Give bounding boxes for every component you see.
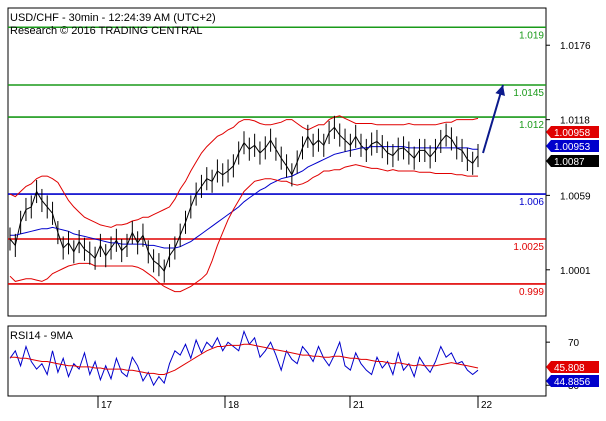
bollinger-upper-line <box>9 115 479 228</box>
y-tick-label: 1.0118 <box>560 116 590 127</box>
level-label: 0.999 <box>519 287 544 298</box>
x-tick-label: 21 <box>353 400 365 411</box>
rsi-tag-label: 44.8856 <box>554 377 591 388</box>
rsi-tag-label: 45.808 <box>554 363 585 374</box>
rsi-title: RSI14 - 9MA <box>10 330 74 342</box>
x-tick-label: 22 <box>481 400 493 411</box>
rsi-panel <box>7 325 547 397</box>
projection-arrow <box>482 84 504 154</box>
rsi-tick-label: 70 <box>568 338 580 349</box>
level-label: 1.0025 <box>513 242 544 253</box>
bollinger-lower-line <box>9 164 478 293</box>
price-tag-box <box>546 140 599 152</box>
moving-average-line <box>10 146 478 249</box>
level-label: 1.012 <box>519 120 544 131</box>
rsi-series-group <box>9 329 479 387</box>
projection-arrow-group <box>482 84 505 154</box>
rsi-ma-line <box>10 343 479 375</box>
chart-header-line1: USD/CHF - 30min - 12:24:39 AM (UTC+2) <box>10 12 216 24</box>
price-tags: 1.00958 1.00953 1.0087 45.808 44.8856 <box>546 126 599 388</box>
level-label: 1.0145 <box>513 88 544 99</box>
price-tag-label: 1.0087 <box>554 157 585 168</box>
y-tick-label: 1.0001 <box>560 266 591 277</box>
price-tag-box <box>546 155 599 167</box>
price-tag-label: 1.00953 <box>554 142 591 153</box>
x-axis-ticks: 17 18 21 22 <box>97 396 493 411</box>
price-panel <box>7 7 547 317</box>
price-series-group <box>9 115 479 293</box>
x-tick-label: 17 <box>101 400 113 411</box>
level-label: 1.019 <box>519 30 544 41</box>
price-tag-box <box>546 126 599 138</box>
price-tag-label: 1.00958 <box>554 128 591 139</box>
rsi-tag-box <box>546 361 599 373</box>
x-tick-label: 18 <box>228 400 240 411</box>
chart-header-line2: Research © 2016 TRADING CENTRAL <box>10 25 203 37</box>
level-label: 1.006 <box>519 197 544 208</box>
support-resistance-levels: 1.019 1.0145 1.012 1.006 1.0025 0.999 <box>8 26 546 298</box>
y-tick-label: 1.0176 <box>560 41 591 52</box>
projection-arrow-head <box>495 85 505 97</box>
rsi-tag-box <box>546 375 599 387</box>
y-tick-label: 1.0059 <box>560 191 591 202</box>
